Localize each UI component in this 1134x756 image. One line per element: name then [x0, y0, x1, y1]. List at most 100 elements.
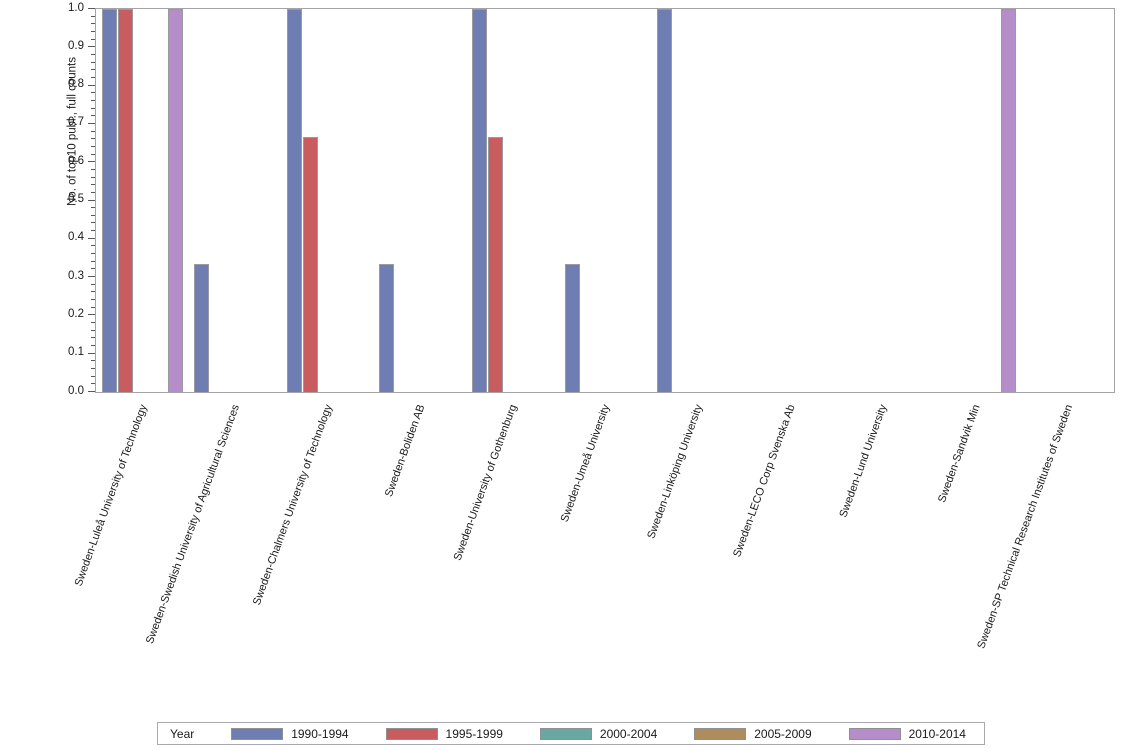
legend-item-2005-2009: 2005-2009	[694, 726, 812, 741]
bar-1995-1999-cat3	[303, 136, 319, 392]
y-minor-tick	[91, 299, 95, 301]
y-minor-tick	[91, 306, 95, 308]
y-minor-tick	[91, 191, 95, 193]
bar-2010-2014-cat1	[167, 9, 183, 392]
legend-label: 1990-1994	[291, 726, 349, 741]
y-minor-tick	[91, 368, 95, 370]
y-tick-label: 0.6	[68, 154, 84, 167]
bar-1990-1994-cat4	[379, 264, 395, 392]
bar-1990-1994-cat7	[657, 9, 673, 392]
y-minor-tick	[91, 214, 95, 216]
y-minor-tick	[91, 184, 95, 186]
y-minor-tick	[91, 207, 95, 209]
y-minor-tick	[91, 61, 95, 63]
y-minor-tick	[91, 253, 95, 255]
y-tick-label: 0.1	[68, 346, 84, 359]
bar-1990-1994-cat1	[101, 9, 117, 392]
y-minor-tick	[91, 260, 95, 262]
y-minor-tick	[91, 375, 95, 377]
y-major-tick	[88, 8, 95, 9]
y-minor-tick	[91, 138, 95, 140]
y-major-tick	[88, 237, 95, 239]
legend-label: 2000-2004	[599, 726, 658, 741]
y-minor-tick	[91, 92, 95, 94]
y-minor-tick	[91, 345, 95, 347]
y-tick-label: 0.3	[68, 269, 84, 282]
y-minor-tick	[91, 268, 95, 270]
legend-item-1995-1999: 1995-1999	[385, 726, 503, 741]
y-tick-label: 0.5	[68, 193, 84, 205]
legend-label: 1995-1999	[445, 726, 503, 741]
y-minor-tick	[91, 291, 95, 293]
y-minor-tick	[91, 76, 95, 78]
bar-1990-1994-cat5	[471, 9, 487, 392]
y-major-tick	[88, 84, 95, 86]
y-minor-tick	[91, 222, 95, 224]
y-major-tick	[88, 199, 95, 201]
y-minor-tick	[91, 15, 95, 17]
x-tick-label: Sweden-SP Technical Research Institutes …	[975, 403, 1075, 651]
y-tick-label: 1.0	[68, 1, 84, 14]
x-tick-label: Sweden-Chalmers University of Technology	[250, 403, 335, 607]
y-minor-tick	[91, 283, 95, 285]
y-minor-tick	[91, 360, 95, 362]
bar-1990-1994-cat3	[286, 9, 302, 392]
legend-swatch-icon	[385, 727, 438, 740]
y-major-tick	[88, 276, 95, 278]
y-major-tick	[88, 391, 95, 392]
bar-1990-1994-cat6	[564, 264, 580, 392]
y-major-tick	[88, 122, 95, 124]
y-minor-tick	[91, 53, 95, 55]
legend-label: 2005-2009	[754, 726, 812, 741]
bar-2010-2014-cat10	[1000, 9, 1016, 392]
y-minor-tick	[91, 176, 95, 178]
x-tick-label: Sweden-Boliden AB	[382, 403, 428, 499]
x-tick-label: Sweden-Sandvik Min	[935, 403, 983, 505]
x-tick-label: Sweden-University of Gothenburg	[451, 403, 520, 563]
bar-1995-1999-cat1	[118, 9, 134, 392]
y-major-tick	[88, 314, 95, 316]
y-minor-tick	[91, 107, 95, 109]
legend-swatch-icon	[539, 727, 592, 740]
y-minor-tick	[91, 38, 95, 40]
y-minor-tick	[91, 230, 95, 232]
y-minor-tick	[91, 23, 95, 25]
x-tick-label: Sweden-Lund University	[837, 403, 890, 520]
y-tick-label: 0.9	[68, 39, 84, 52]
y-tick-label: 0.4	[68, 231, 84, 244]
plot-area	[95, 8, 1115, 393]
legend-swatch-icon	[848, 727, 901, 740]
y-minor-tick	[91, 130, 95, 132]
y-tick-label: 0.0	[68, 384, 84, 397]
legend-item-2010-2014: 2010-2014	[848, 727, 966, 741]
legend: Year 1990-1994 1995-1999 2000-2004 2005-200…	[157, 722, 985, 745]
y-minor-tick	[91, 99, 95, 101]
y-major-tick	[88, 352, 95, 354]
y-minor-tick	[91, 245, 95, 247]
y-tick-label: 0.7	[68, 116, 84, 129]
y-minor-tick	[91, 383, 95, 385]
x-tick-label: Sweden-Luleå University of Technology	[72, 403, 150, 588]
legend-item-1990-1994: 1990-1994	[231, 726, 349, 741]
y-minor-tick	[91, 145, 95, 147]
y-minor-tick	[91, 168, 95, 170]
x-tick-label: Sweden-Umeå University	[558, 403, 613, 524]
legend-swatch-icon	[231, 727, 284, 740]
y-minor-tick	[91, 69, 95, 71]
bar-1990-1994-cat2	[194, 264, 210, 392]
y-minor-tick	[91, 115, 95, 117]
legend-swatch-icon	[694, 727, 747, 740]
x-tick-label: Sweden-Linköping University	[645, 403, 705, 541]
y-major-tick	[88, 161, 95, 163]
y-minor-tick	[91, 153, 95, 155]
y-minor-tick	[91, 322, 95, 324]
x-tick-label: Sweden-LECO Corp Svenska Ab	[730, 403, 798, 559]
y-minor-tick	[91, 337, 95, 339]
y-minor-tick	[91, 30, 95, 32]
x-tick-label: Sweden-Swedish University of Agricultura…	[144, 403, 243, 646]
y-minor-tick	[91, 329, 95, 331]
y-tick-label: 0.2	[68, 307, 84, 320]
legend-item-2000-2004: 2000-2004	[539, 726, 658, 741]
bar-1995-1999-cat5	[488, 136, 504, 392]
